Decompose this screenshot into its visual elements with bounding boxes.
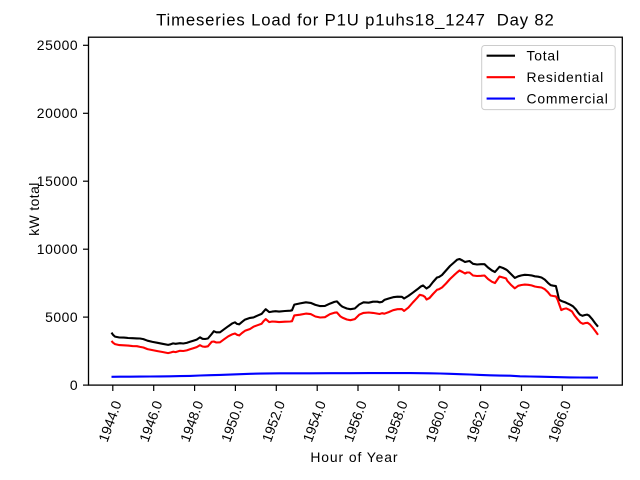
svg-text:Residential: Residential	[527, 69, 605, 85]
svg-text:5000: 5000	[45, 309, 78, 325]
svg-text:Total: Total	[527, 48, 560, 64]
svg-text:20000: 20000	[37, 105, 78, 121]
svg-text:Commercial: Commercial	[527, 91, 609, 107]
svg-text:0: 0	[70, 377, 78, 393]
svg-text:Timeseries Load for P1U p1uhs1: Timeseries Load for P1U p1uhs18_1247 Day…	[156, 11, 555, 30]
svg-text:15000: 15000	[37, 173, 78, 189]
svg-text:10000: 10000	[37, 241, 78, 257]
svg-text:25000: 25000	[37, 37, 78, 53]
svg-text:kW total: kW total	[26, 182, 42, 235]
svg-text:Hour of Year: Hour of Year	[310, 449, 398, 465]
